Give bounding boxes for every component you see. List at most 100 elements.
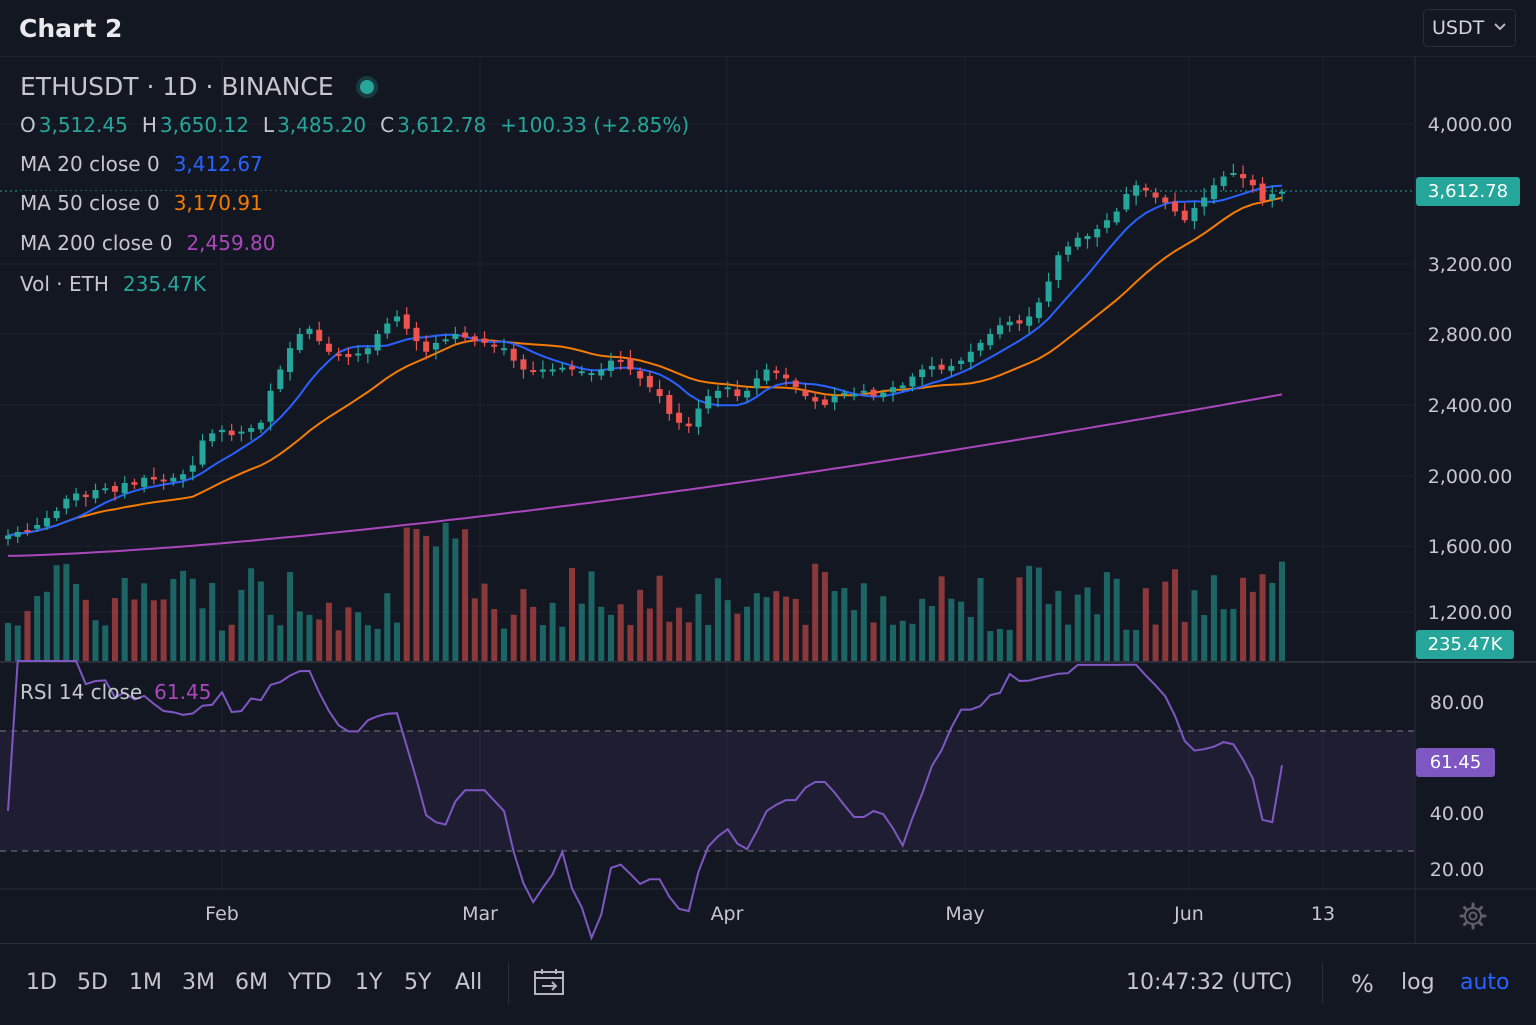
volume-bar	[500, 628, 507, 661]
range-ytd[interactable]: YTD	[288, 970, 332, 995]
rsi-tag: 61.45	[1416, 748, 1495, 777]
volume-bar	[306, 614, 313, 661]
candle-body	[413, 327, 420, 342]
volume-bar	[627, 624, 634, 661]
candle-body	[1006, 321, 1013, 326]
percent-toggle[interactable]: %	[1351, 970, 1374, 998]
candle-body	[889, 387, 897, 393]
volume-bar	[666, 621, 673, 661]
volume-bar	[996, 628, 1003, 661]
candle-body	[364, 348, 371, 355]
volume-bar	[218, 630, 225, 661]
rsi-legend[interactable]: RSI 14 close 61.45	[20, 680, 211, 704]
candle-body	[1220, 176, 1227, 187]
rsi-axis[interactable]: 80.00 40.00 20.00	[1430, 692, 1484, 881]
time-label-mar: Mar	[462, 903, 498, 925]
volume-bar	[802, 624, 809, 661]
candle-body	[637, 371, 644, 379]
candle-body	[209, 433, 216, 442]
volume-legend[interactable]: Vol · ETH 235.47K	[20, 272, 206, 296]
volume-bar	[928, 605, 935, 661]
volume-bar	[1210, 575, 1217, 661]
volume-bar	[1084, 587, 1091, 661]
volume-bar	[588, 571, 595, 661]
candle-body	[1065, 246, 1072, 255]
candle-body	[481, 338, 488, 343]
time-label-feb: Feb	[205, 903, 239, 925]
candle-body	[1084, 236, 1091, 240]
candle-body	[880, 392, 887, 398]
volume-bar	[1065, 624, 1072, 661]
chevron-down-icon	[1494, 23, 1506, 31]
candle-body	[695, 408, 702, 427]
range-1y[interactable]: 1Y	[355, 970, 383, 995]
price-axis-label: 1,200.00	[1428, 602, 1513, 624]
candle-body	[393, 316, 401, 322]
volume-bar	[773, 591, 780, 661]
volume-bar	[685, 622, 692, 661]
candle-body	[938, 364, 945, 370]
candle-body	[1162, 197, 1169, 203]
volume-bar	[821, 572, 828, 661]
log-toggle[interactable]: log	[1401, 970, 1435, 995]
volume-bar	[695, 594, 702, 661]
range-1d[interactable]: 1D	[26, 970, 57, 995]
bottom-toolbar	[0, 943, 1536, 1025]
candle-body	[948, 365, 955, 371]
candle-body	[851, 394, 858, 397]
settings-gear-icon[interactable]	[1459, 902, 1487, 930]
volume-bar	[1259, 574, 1266, 661]
volume-bar	[520, 589, 527, 661]
clock-timezone[interactable]: 10:47:32 (UTC)	[1126, 970, 1293, 995]
volume-bar	[792, 598, 799, 661]
candle-body	[1103, 220, 1110, 228]
candle-body	[705, 396, 712, 409]
chart-title: Chart 2	[19, 14, 123, 43]
candle-body	[1269, 194, 1276, 200]
volume-bar	[248, 568, 255, 661]
volume-bar	[539, 625, 546, 661]
volume-bar	[335, 630, 342, 661]
candle-body	[783, 374, 790, 379]
legend-symbol[interactable]: ETHUSDT · 1D · BINANCE	[20, 72, 374, 101]
currency-select[interactable]: USDT	[1423, 9, 1516, 47]
time-label-jun: Jun	[1174, 903, 1204, 925]
candle-body	[92, 490, 99, 499]
range-6m[interactable]: 6M	[235, 970, 268, 995]
chart-canvas[interactable]: 4,000.00 3,200.00 2,800.00 2,400.00 2,000.00…	[0, 0, 1536, 943]
volume-bar	[1230, 608, 1237, 661]
price-axis-label: 2,400.00	[1428, 395, 1513, 417]
range-5d[interactable]: 5D	[77, 970, 108, 995]
volume-bar	[43, 591, 50, 661]
price-axis-label: 3,200.00	[1428, 254, 1513, 276]
candle-body	[870, 389, 877, 397]
candle-body	[180, 474, 187, 480]
range-5y[interactable]: 5Y	[404, 970, 432, 995]
candle-body	[1181, 210, 1188, 221]
date-range-icon[interactable]	[532, 966, 566, 1000]
volume-bar	[1035, 567, 1042, 661]
candle-body	[1249, 179, 1256, 186]
candle-body	[821, 399, 828, 405]
volume-bar	[860, 583, 867, 661]
volume-bar	[1123, 629, 1130, 661]
ma50-legend[interactable]: MA 50 close 0 3,170.91	[20, 191, 283, 215]
range-3m[interactable]: 3M	[182, 970, 215, 995]
range-1m[interactable]: 1M	[129, 970, 162, 995]
volume-bar	[325, 602, 332, 661]
auto-toggle[interactable]: auto	[1460, 970, 1510, 995]
toolbar-separator-2	[1322, 962, 1323, 1004]
grid	[0, 56, 1414, 889]
candle-body	[1045, 281, 1052, 302]
ma20-legend[interactable]: MA 20 close 0 3,412.67	[20, 152, 263, 176]
volume-label: Vol · ETH	[20, 272, 109, 296]
candle-body	[199, 440, 206, 465]
volume-bar	[919, 598, 926, 661]
candle-body	[977, 342, 984, 351]
candle-body	[150, 476, 157, 480]
ma200-legend[interactable]: MA 200 close 0 2,459.80	[20, 231, 275, 255]
range-all[interactable]: All	[455, 970, 483, 995]
price-axis[interactable]: 4,000.00 3,200.00 2,800.00 2,400.00 2,000.00…	[1428, 114, 1513, 624]
volume-bar	[783, 596, 790, 661]
candle-body	[238, 431, 245, 434]
